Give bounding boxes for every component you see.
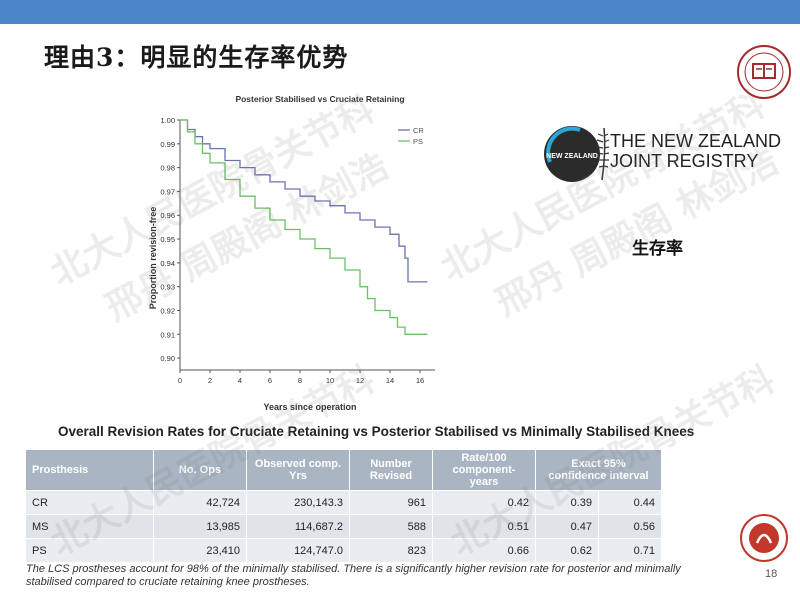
cell-no-ops: 23,410 — [153, 538, 247, 562]
nz-registry-line2: JOINT REGISTRY — [610, 151, 759, 171]
page-number: 18 — [765, 568, 778, 580]
x-tick-label: 6 — [268, 376, 272, 385]
y-axis-label: Proportion revision-free — [148, 207, 158, 310]
x-tick-label: 14 — [386, 376, 394, 385]
legend-label-ps: PS — [413, 137, 423, 146]
cell-prosthesis: MS — [26, 514, 154, 539]
nz-registry-line1: THE NEW ZEALAND — [610, 131, 782, 151]
nz-badge-text: NEW ZEALAND — [546, 153, 598, 160]
y-tick-label: 0.93 — [160, 283, 175, 292]
table-header-row: Prosthesis No. Ops Observed comp. Yrs Nu… — [26, 450, 662, 491]
x-tick-label: 12 — [356, 376, 364, 385]
legend-label-cr: CR — [413, 126, 424, 135]
slide-title: 理由3：明显的生存率优势 — [44, 43, 349, 72]
cell-ci-low: 0.39 — [535, 490, 599, 515]
table-row: MS 13,985 114,687.2 588 0.51 0.47 0.56 — [26, 514, 663, 539]
header-confidence-interval: Exact 95% confidence interval — [535, 450, 662, 491]
top-accent-bar — [0, 0, 800, 24]
footnote: The LCS prostheses account for 98% of th… — [26, 563, 681, 588]
cell-ci-high: 0.56 — [598, 514, 663, 539]
nz-registry-name: THE NEW ZEALAND JOINT REGISTRY — [610, 131, 781, 171]
survival-chart: Posterior Stabilised vs Cruciate Retaini… — [140, 88, 460, 418]
series-line-ps — [180, 119, 428, 335]
x-tick-label: 16 — [416, 376, 424, 385]
cell-no-ops: 42,724 — [153, 490, 247, 515]
cell-rate: 0.51 — [432, 514, 536, 539]
y-tick-label: 1.00 — [160, 116, 175, 125]
table-row: CR 42,724 230,143.3 961 0.42 0.39 0.44 — [26, 490, 663, 515]
y-tick-label: 0.96 — [160, 211, 175, 220]
cell-comp-yrs: 114,687.2 — [246, 514, 350, 539]
cell-ci-low: 0.47 — [535, 514, 599, 539]
cell-revised: 588 — [349, 514, 433, 539]
x-tick-label: 4 — [238, 376, 242, 385]
header-no-ops: No. Ops — [153, 450, 247, 491]
nz-joint-registry-logo: NEW ZEALAND — [544, 126, 610, 182]
survival-chart-svg: Posterior Stabilised vs Cruciate Retaini… — [148, 94, 435, 412]
y-tick-label: 0.97 — [160, 187, 175, 196]
x-tick-label: 2 — [208, 376, 212, 385]
cell-prosthesis: PS — [26, 538, 154, 562]
table-title: Overall Revision Rates for Cruciate Reta… — [58, 424, 695, 439]
cell-no-ops: 13,985 — [153, 514, 247, 539]
y-tick-label: 0.98 — [160, 164, 175, 173]
header-number-revised: Number Revised — [349, 450, 433, 491]
cell-revised: 823 — [349, 538, 433, 562]
cell-revised: 961 — [349, 490, 433, 515]
survival-rate-label: 生存率 — [632, 239, 683, 259]
table-row: PS 23,410 124,747.0 823 0.66 0.62 0.71 — [26, 538, 663, 562]
cell-ci-high: 0.44 — [598, 490, 663, 515]
revision-rates-table: Prosthesis No. Ops Observed comp. Yrs Nu… — [26, 450, 663, 562]
series-line-cr — [180, 119, 428, 283]
cell-rate: 0.42 — [432, 490, 536, 515]
x-tick-label: 0 — [178, 376, 182, 385]
y-tick-label: 0.94 — [160, 259, 175, 268]
header-observed-comp-yrs: Observed comp. Yrs — [246, 450, 350, 491]
peking-university-seal-icon — [737, 45, 791, 99]
hospital-seal-icon — [740, 514, 788, 562]
cell-comp-yrs: 230,143.3 — [246, 490, 350, 515]
header-prosthesis: Prosthesis — [26, 450, 154, 491]
y-tick-label: 0.90 — [160, 354, 175, 363]
y-tick-label: 0.92 — [160, 306, 175, 315]
chart-title: Posterior Stabilised vs Cruciate Retaini… — [235, 94, 404, 104]
x-tick-label: 10 — [326, 376, 334, 385]
cell-rate: 0.66 — [432, 538, 536, 562]
y-tick-label: 0.95 — [160, 235, 175, 244]
header-rate: Rate/100 component-years — [432, 450, 536, 491]
x-axis-label: Years since operation — [263, 402, 356, 412]
cell-prosthesis: CR — [26, 490, 154, 515]
y-tick-label: 0.99 — [160, 140, 175, 149]
cell-ci-high: 0.71 — [598, 538, 663, 562]
cell-ci-low: 0.62 — [535, 538, 599, 562]
y-tick-label: 0.91 — [160, 330, 175, 339]
cell-comp-yrs: 124,747.0 — [246, 538, 350, 562]
x-tick-label: 8 — [298, 376, 302, 385]
